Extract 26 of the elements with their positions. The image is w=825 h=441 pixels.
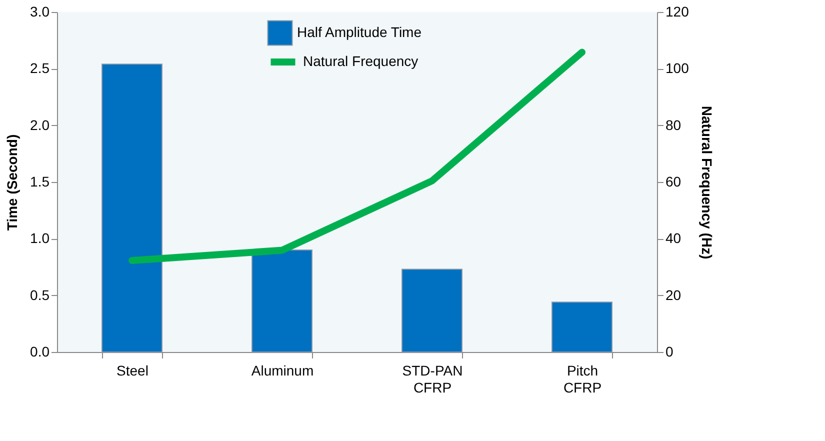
y2-tick-label: 40 <box>666 230 682 246</box>
y2-tick-label: 100 <box>666 60 690 76</box>
y2-tick-label: 120 <box>666 4 690 20</box>
bar <box>552 302 612 352</box>
y-tick-label: 2.0 <box>30 116 50 133</box>
x-tick-label: Aluminum <box>251 362 314 378</box>
x-tick-label: STD-PAN CFRP <box>402 362 463 396</box>
y-axis-title: Time (Second) <box>4 134 20 231</box>
bar <box>252 250 312 352</box>
x-tick-label: Steel <box>116 362 148 378</box>
y-tick-label: 0.0 <box>30 344 50 360</box>
y-tick-label: 3.0 <box>30 4 50 20</box>
y2-tick-label: 0 <box>666 344 674 360</box>
bar <box>402 268 462 352</box>
y-tick-label: 0.5 <box>30 286 50 303</box>
x-tick-label: Pitch CFRP <box>563 362 602 396</box>
y2-tick-label: 80 <box>666 116 682 133</box>
y-tick-label: 1.0 <box>30 230 50 246</box>
legend-label: Half Amplitude Time <box>297 24 422 40</box>
y2-axis-title: Natural Frequency (Hz) <box>698 106 715 260</box>
y-tick-label: 1.5 <box>30 174 50 190</box>
y2-tick-label: 20 <box>666 286 682 303</box>
y2-tick-label: 60 <box>666 174 682 190</box>
y-tick-label: 2.5 <box>30 60 50 76</box>
bar <box>102 64 162 352</box>
legend-label: Natural Frequency <box>303 53 418 69</box>
